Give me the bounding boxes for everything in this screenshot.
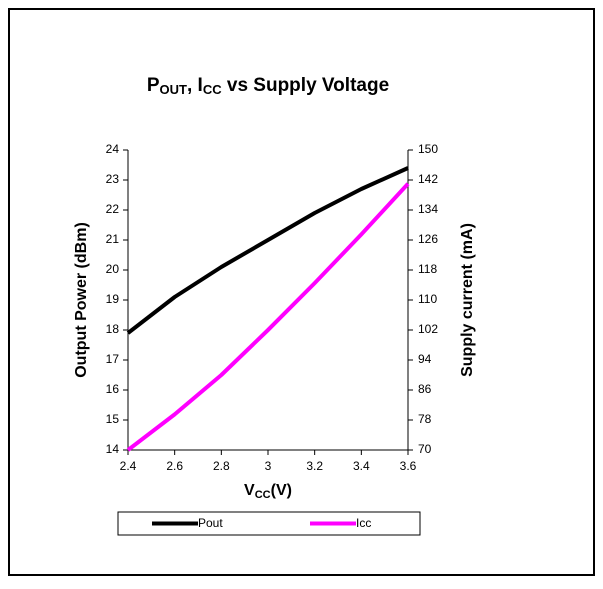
y-axis-label: Output Power (dBm) [73,222,90,378]
y2-axis-label: Supply current (mA) [459,223,476,377]
title-part: CC [203,82,222,97]
title-part: vs Supply Voltage [222,75,390,96]
y-tick-label: 21 [106,232,120,246]
title-part: OUT [160,82,188,97]
series-line [126,166,409,335]
y2-tick-label: 110 [418,292,437,306]
series-line [126,182,410,452]
legend-label: Pout [198,516,223,530]
x-tick-label: 2.4 [120,459,137,473]
y2-tick-label: 102 [418,322,438,336]
y2-tick-label: 78 [418,412,432,426]
y-tick-label: 19 [106,292,120,306]
title-part: P [147,75,160,96]
y2-tick-label: 94 [418,352,432,366]
x-tick-label: 2.8 [213,459,230,473]
x-label-part: (V) [271,482,292,499]
y-tick-label: 18 [106,322,120,336]
legend-box [117,511,421,536]
y2-tick-label: 134 [418,202,438,216]
y-tick-label: 22 [106,202,120,216]
x-tick-label: 3.2 [306,459,323,473]
title-part: , I [187,75,203,96]
y-tick-label: 20 [106,262,120,276]
y2-tick-label: 142 [418,172,438,186]
y2-tick-label: 70 [418,442,432,456]
y-tick-label: 16 [106,382,120,396]
x-tick-label: 3 [265,459,272,473]
y-tick-label: 24 [106,142,120,156]
y-tick-label: 15 [106,412,120,426]
x-label-part: V [244,482,255,499]
x-tick-label: 3.6 [400,459,417,473]
x-label-part: CC [255,489,271,501]
y2-tick-label: 118 [418,262,437,276]
y-tick-label: 17 [106,352,120,366]
x-tick-label: 2.6 [166,459,183,473]
x-tick-label: 3.4 [353,459,370,473]
chart-border [8,8,595,576]
y2-tick-label: 150 [418,142,438,156]
legend-label: Icc [356,516,371,530]
y2-tick-label: 86 [418,382,432,396]
chart-title: POUT, ICC vs Supply Voltage [147,75,389,97]
y2-tick-label: 126 [418,232,438,246]
x-axis-label: VCC(V) [244,482,292,501]
y-tick-label: 23 [106,172,120,186]
y-tick-label: 14 [106,442,120,456]
